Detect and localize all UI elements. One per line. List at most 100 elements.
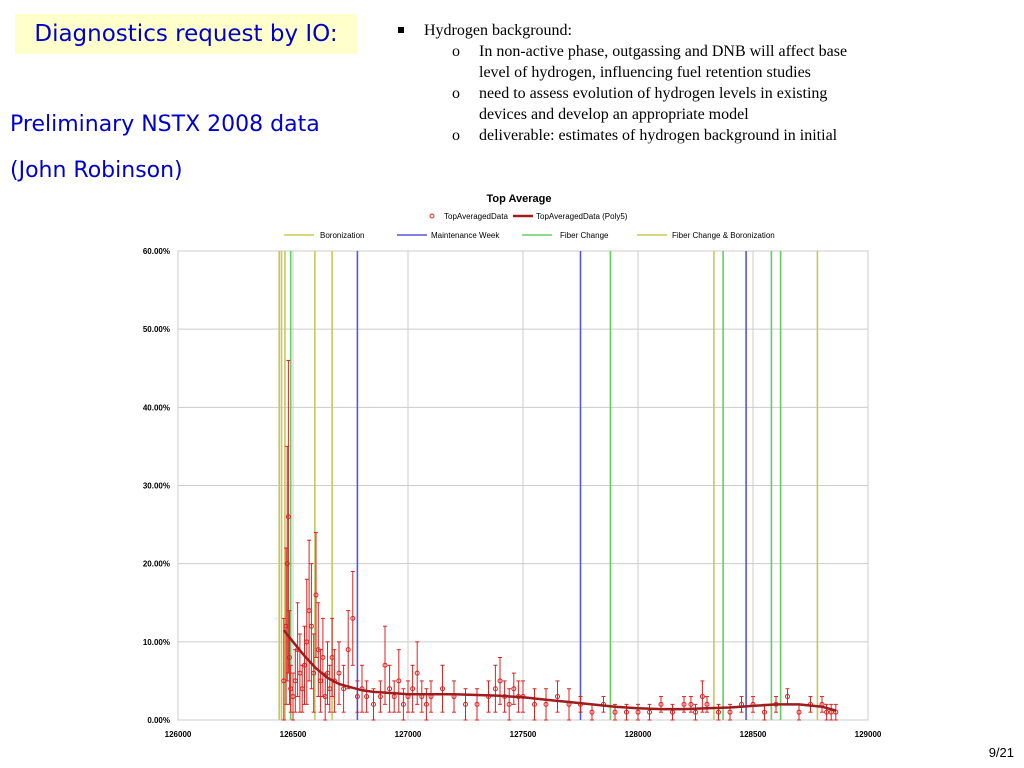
bullet-sub: o In non-active phase, outgassing and DN… bbox=[394, 41, 934, 83]
data-point bbox=[716, 709, 721, 715]
legend-label-fit: TopAveragedData (Poly5) bbox=[536, 212, 628, 221]
data-point bbox=[391, 694, 397, 700]
data-point bbox=[400, 701, 406, 707]
fit-curve bbox=[282, 629, 837, 712]
data-point bbox=[320, 654, 326, 660]
data-point bbox=[635, 709, 641, 715]
data-point bbox=[345, 647, 351, 653]
data-point bbox=[377, 694, 383, 700]
event-lines bbox=[278, 251, 819, 720]
data-point bbox=[647, 709, 652, 715]
data-point bbox=[284, 561, 290, 567]
data-point bbox=[612, 709, 618, 715]
legend-label-maintenance: Maintenance Week bbox=[431, 231, 500, 240]
data-point bbox=[474, 701, 480, 707]
data-points bbox=[281, 359, 839, 721]
data-point bbox=[532, 701, 537, 707]
data-point bbox=[414, 670, 420, 676]
data-point bbox=[423, 701, 429, 707]
grid-lines bbox=[177, 250, 869, 721]
y-tick-label: 30.00% bbox=[143, 482, 170, 491]
data-point bbox=[287, 654, 293, 660]
legend-label-boronization: Boronization bbox=[320, 231, 364, 240]
y-tick-label: 10.00% bbox=[143, 638, 170, 647]
slide-subtitle-1: Preliminary NSTX 2008 data bbox=[10, 112, 320, 137]
x-tick-label: 128500 bbox=[740, 730, 767, 739]
data-point bbox=[688, 701, 694, 707]
data-point bbox=[658, 701, 664, 707]
x-tick-label: 126000 bbox=[165, 730, 192, 739]
circle-bullet-icon: o bbox=[452, 85, 460, 102]
axis-labels: 0.00% 10.00% 20.00% 30.00% 40.00% 50.00% 60.00… bbox=[143, 247, 882, 739]
data-point bbox=[341, 686, 347, 692]
text-fade-overlay bbox=[394, 140, 934, 156]
data-point bbox=[387, 686, 393, 692]
chart-title: Top Average bbox=[487, 193, 552, 205]
bullet-main: Hydrogen background: bbox=[394, 20, 934, 41]
data-point bbox=[311, 670, 317, 676]
data-point bbox=[762, 709, 767, 715]
y-tick-label: 40.00% bbox=[143, 403, 170, 412]
data-point bbox=[285, 514, 291, 520]
data-point bbox=[555, 694, 560, 700]
bullet-sub-line: deliverable: estimates of hydrogen backg… bbox=[479, 127, 838, 144]
bullet-sub: o need to assess evolution of hydrogen l… bbox=[394, 83, 934, 125]
data-point bbox=[693, 709, 698, 715]
data-point bbox=[463, 701, 468, 707]
x-tick-label: 126500 bbox=[280, 730, 307, 739]
bullet-sub-line: devices and develop an appropriate model bbox=[479, 106, 749, 123]
data-point bbox=[492, 686, 498, 692]
bullet-main-text: Hydrogen background: bbox=[424, 22, 572, 39]
data-point bbox=[704, 701, 710, 707]
data-point bbox=[511, 686, 517, 692]
x-tick-label: 127500 bbox=[510, 730, 537, 739]
data-point bbox=[497, 678, 503, 684]
y-tick-label: 60.00% bbox=[143, 247, 170, 256]
data-point bbox=[699, 694, 705, 700]
legend-label-fiber-boronization: Fiber Change & Boronization bbox=[672, 231, 775, 240]
data-point bbox=[506, 701, 512, 707]
data-point bbox=[354, 694, 360, 700]
data-point bbox=[382, 662, 388, 668]
bullet-list: Hydrogen background: o In non-active pha… bbox=[394, 20, 934, 154]
data-point bbox=[785, 694, 790, 700]
y-tick-label: 50.00% bbox=[143, 325, 170, 334]
circle-bullet-icon: o bbox=[452, 43, 460, 60]
x-tick-label: 129000 bbox=[855, 730, 882, 739]
bullet-sub: o deliverable: estimates of hydrogen bac… bbox=[394, 125, 934, 146]
data-point bbox=[364, 694, 370, 700]
y-tick-label: 20.00% bbox=[143, 560, 170, 569]
data-point bbox=[396, 678, 402, 684]
x-tick-label: 127000 bbox=[395, 730, 422, 739]
data-point bbox=[727, 709, 733, 715]
data-point bbox=[308, 623, 314, 629]
page-number: 9/21 bbox=[988, 745, 1014, 760]
data-point bbox=[589, 709, 595, 715]
legend-label-fiber: Fiber Change bbox=[560, 231, 609, 240]
data-point bbox=[440, 686, 445, 692]
x-tick-label: 128000 bbox=[625, 730, 652, 739]
y-tick-label: 0.00% bbox=[147, 716, 170, 725]
bullet-sub-line: In non-active phase, outgassing and DNB … bbox=[479, 43, 848, 60]
data-point bbox=[313, 592, 319, 598]
data-point bbox=[824, 709, 830, 715]
square-bullet-icon bbox=[398, 27, 404, 33]
data-point bbox=[336, 670, 342, 676]
fit-line bbox=[282, 629, 837, 712]
data-point bbox=[796, 709, 802, 715]
legend-marker-data bbox=[429, 213, 435, 219]
circle-bullet-icon: o bbox=[452, 127, 460, 144]
chart-legend: TopAveragedData TopAveragedData (Poly5) … bbox=[284, 212, 775, 240]
bullet-sub-line: level of hydrogen, influencing fuel rete… bbox=[479, 64, 811, 81]
data-point bbox=[543, 701, 549, 707]
data-point bbox=[371, 701, 376, 707]
bullet-sub-line: need to assess evolution of hydrogen lev… bbox=[479, 85, 828, 102]
legend-label-data: TopAveragedData bbox=[444, 212, 508, 221]
slide-title: Diagnostics request by IO: bbox=[15, 14, 357, 54]
data-point bbox=[410, 686, 416, 692]
data-point bbox=[350, 615, 356, 621]
data-point bbox=[681, 701, 687, 707]
data-point bbox=[624, 709, 629, 715]
slide-subtitle-2: (John Robinson) bbox=[10, 158, 183, 183]
